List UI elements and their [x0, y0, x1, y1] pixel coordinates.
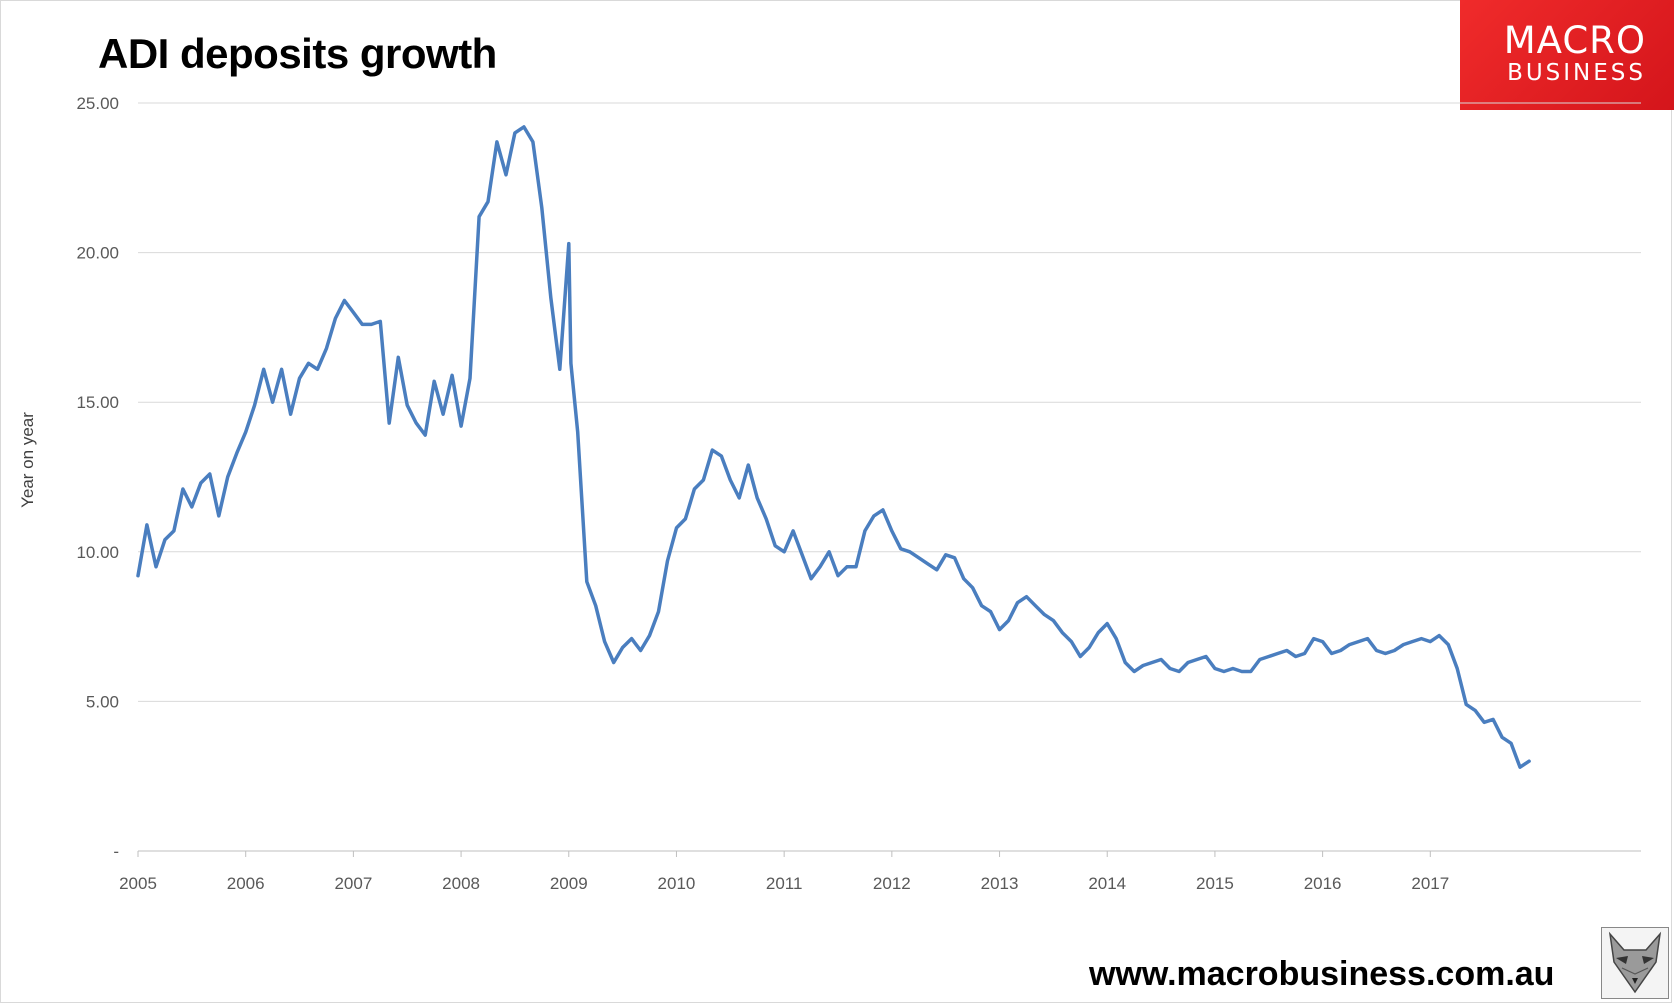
x-tick-label: 2017 [1411, 874, 1449, 893]
y-tick-label: 25.00 [76, 94, 119, 113]
x-tick-label: 2013 [981, 874, 1019, 893]
website-url: www.macrobusiness.com.au [1089, 955, 1555, 993]
x-tick-label: 2011 [766, 874, 803, 893]
series-line [136, 125, 1531, 769]
y-tick-labels: - 5.00 10.00 15.00 20.00 25.00 [76, 94, 119, 861]
macro-business-logo: MACRO BUSINESS [1460, 0, 1674, 110]
fox-icon-drawing [1608, 931, 1662, 994]
chart-title: ADI deposits growth [98, 30, 497, 77]
y-tick-label: 15.00 [76, 393, 119, 412]
x-tick-label: 2016 [1304, 874, 1342, 893]
x-tick-label: 2014 [1088, 874, 1126, 893]
x-tick-label: 2006 [227, 874, 265, 893]
x-tick-label: 2008 [442, 874, 480, 893]
logo-line-2: BUSINESS [1507, 60, 1646, 86]
x-tick-label: 2005 [119, 874, 157, 893]
x-tick-label: 2012 [873, 874, 911, 893]
x-tick-label: 2010 [658, 874, 696, 893]
x-tick-label: 2015 [1196, 874, 1234, 893]
y-tick-label: - [113, 842, 119, 861]
gridlines [138, 102, 1641, 852]
x-tick-label: 2009 [550, 874, 588, 893]
y-tick-label: 20.00 [76, 244, 119, 263]
x-tick-label: 2007 [334, 874, 372, 893]
fox-icon [1601, 927, 1669, 999]
y-tick-label: 10.00 [76, 543, 119, 562]
logo-line-1: MACRO [1503, 19, 1646, 62]
x-tick-labels: 2005 2006 2007 2008 2009 2010 2011 2012 2013 2014… [119, 851, 1449, 893]
y-tick-label: 5.00 [86, 692, 119, 711]
series-group [136, 125, 1531, 769]
